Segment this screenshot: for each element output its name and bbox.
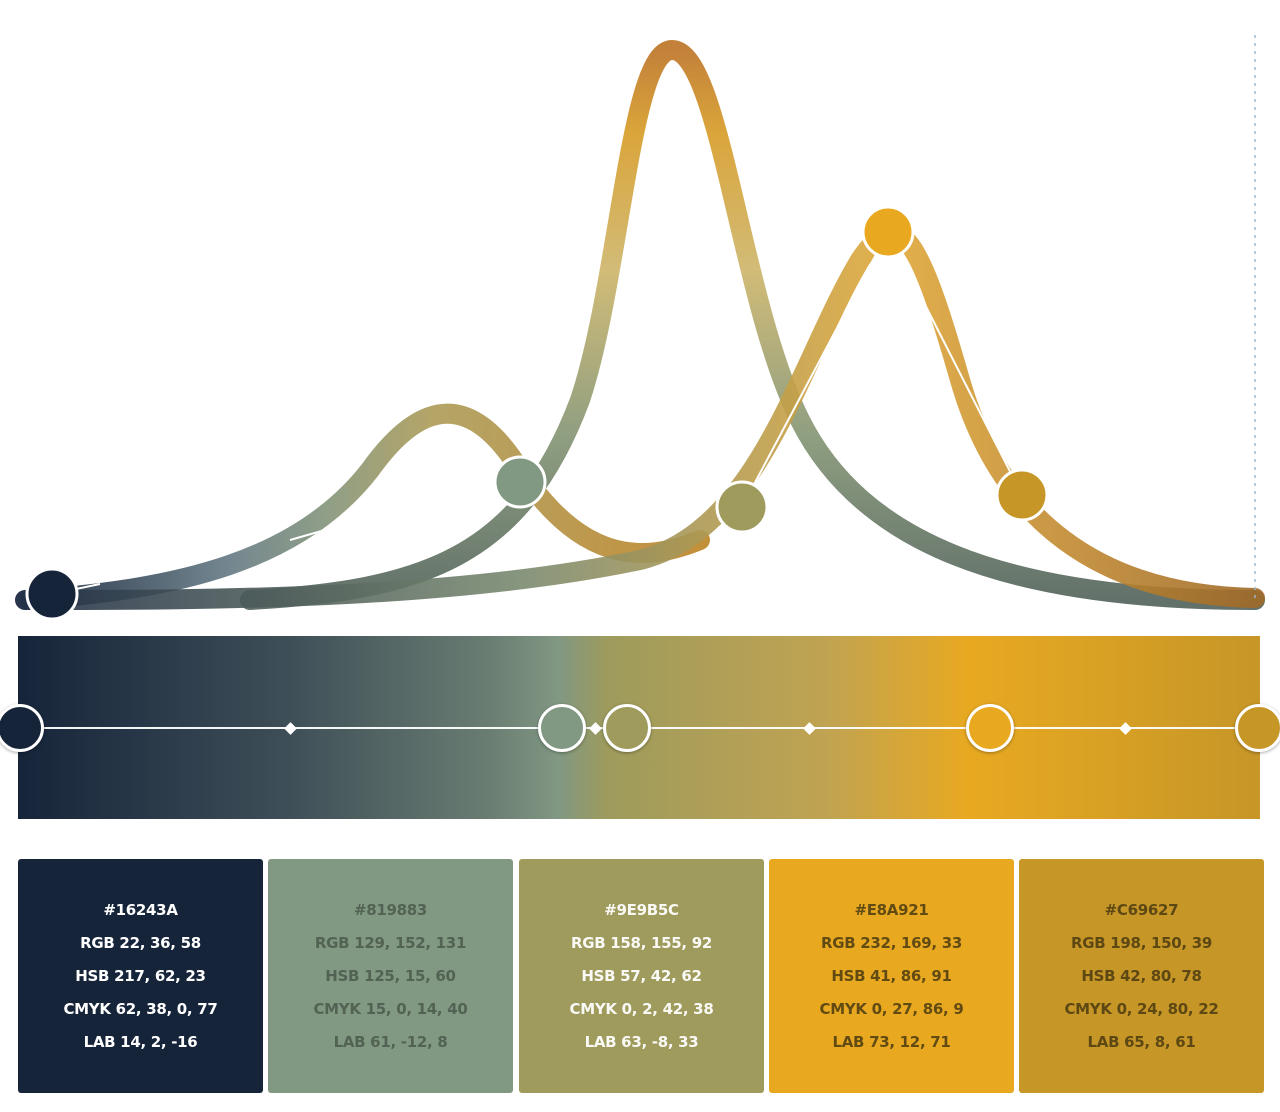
color-swatch[interactable]: #9E9B5C RGB 158, 155, 92 HSB 57, 42, 62 … (519, 859, 764, 1093)
curve-handle[interactable] (715, 480, 769, 534)
curve-handle[interactable] (493, 455, 547, 509)
swatch-rgb: RGB 198, 150, 39 (1070, 933, 1213, 952)
swatch-cmyk: CMYK 0, 24, 80, 22 (1064, 999, 1219, 1018)
swatch-rgb: RGB 158, 155, 92 (570, 933, 713, 952)
swatch-hex: #16243A (103, 900, 178, 919)
curve-canvas (15, 35, 1265, 621)
connector-line (289, 519, 361, 541)
gradient-stop-3[interactable] (603, 704, 651, 752)
gradient-stop-2[interactable] (538, 704, 586, 752)
connector-line (887, 231, 1023, 496)
swatch-hsb: HSB 41, 86, 91 (831, 966, 952, 985)
swatch-lab: LAB 63, -8, 33 (584, 1032, 699, 1051)
swatch-hsb: HSB 57, 42, 62 (581, 966, 702, 985)
swatch-hex: #819883 (353, 900, 428, 919)
curve-center[interactable] (240, 39, 1265, 610)
swatch-hsb: HSB 42, 80, 78 (1081, 966, 1202, 985)
swatch-cmyk: CMYK 62, 38, 0, 77 (63, 999, 218, 1018)
color-swatch[interactable]: #819883 RGB 129, 152, 131 HSB 125, 15, 6… (268, 859, 513, 1093)
swatch-rgb: RGB 129, 152, 131 (314, 933, 467, 952)
swatch-cmyk: CMYK 0, 27, 86, 9 (819, 999, 964, 1018)
swatch-rgb: RGB 232, 169, 33 (820, 933, 963, 952)
gradient-stop-5[interactable] (1235, 704, 1280, 752)
swatch-hex: #9E9B5C (604, 900, 679, 919)
connector-line (741, 231, 889, 508)
color-swatch[interactable]: #16243A RGB 22, 36, 58 HSB 217, 62, 23 C… (18, 859, 263, 1093)
gradient-stop-4[interactable] (966, 704, 1014, 752)
swatch-hsb: HSB 217, 62, 23 (75, 966, 206, 985)
swatch-lab: LAB 61, -12, 8 (333, 1032, 448, 1051)
swatch-hex: #C69627 (1104, 900, 1179, 919)
swatch-lab: LAB 14, 2, -16 (83, 1032, 198, 1051)
curve-handle[interactable] (995, 468, 1049, 522)
swatch-cmyk: CMYK 15, 0, 14, 40 (313, 999, 468, 1018)
curve-handle[interactable] (861, 205, 915, 259)
swatch-lab: LAB 73, 12, 71 (832, 1032, 951, 1051)
curve-editor[interactable] (0, 0, 1280, 630)
swatch-hex: #E8A921 (854, 900, 929, 919)
gradient-stop-1[interactable] (0, 704, 44, 752)
swatch-lab: LAB 65, 8, 61 (1087, 1032, 1196, 1051)
curve-handle[interactable] (25, 567, 79, 621)
swatch-cmyk: CMYK 0, 2, 42, 38 (569, 999, 714, 1018)
color-swatch[interactable]: #E8A921 RGB 232, 169, 33 HSB 41, 86, 91 … (769, 859, 1014, 1093)
swatch-rgb: RGB 22, 36, 58 (80, 933, 201, 952)
color-swatch[interactable]: #C69627 RGB 198, 150, 39 HSB 42, 80, 78 … (1019, 859, 1264, 1093)
curve-left[interactable] (15, 403, 710, 610)
swatch-hsb: HSB 125, 15, 60 (325, 966, 456, 985)
